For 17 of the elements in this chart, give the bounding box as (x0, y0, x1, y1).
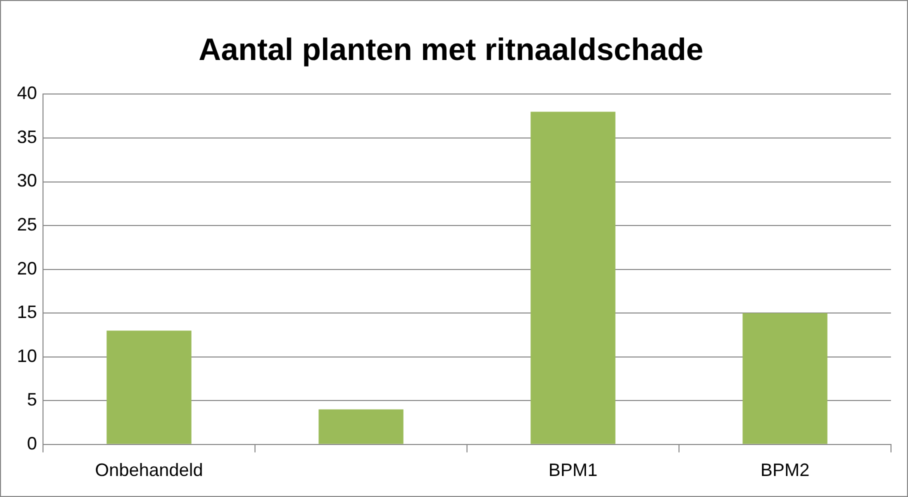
chart-title: Aantal planten met ritnaaldschade (198, 32, 704, 68)
y-tick-label: 30 (16, 170, 38, 191)
bar (318, 409, 404, 444)
x-tick-label: BPM1 (548, 460, 598, 480)
y-tick-label: 5 (27, 390, 38, 410)
x-tick-label: Onbehandeld (94, 460, 204, 480)
y-tick-label: 10 (16, 346, 38, 366)
y-tick-label: 35 (16, 126, 38, 147)
bar (530, 112, 616, 444)
y-tick-label: 0 (27, 433, 38, 454)
x-tick-label: BPM2 (760, 460, 810, 480)
bar (742, 313, 828, 444)
bar (106, 330, 192, 444)
y-tick-label: 40 (16, 83, 38, 104)
y-tick-label: 15 (16, 302, 38, 322)
y-tick-label: 20 (16, 258, 38, 278)
y-tick-label: 25 (16, 214, 38, 234)
